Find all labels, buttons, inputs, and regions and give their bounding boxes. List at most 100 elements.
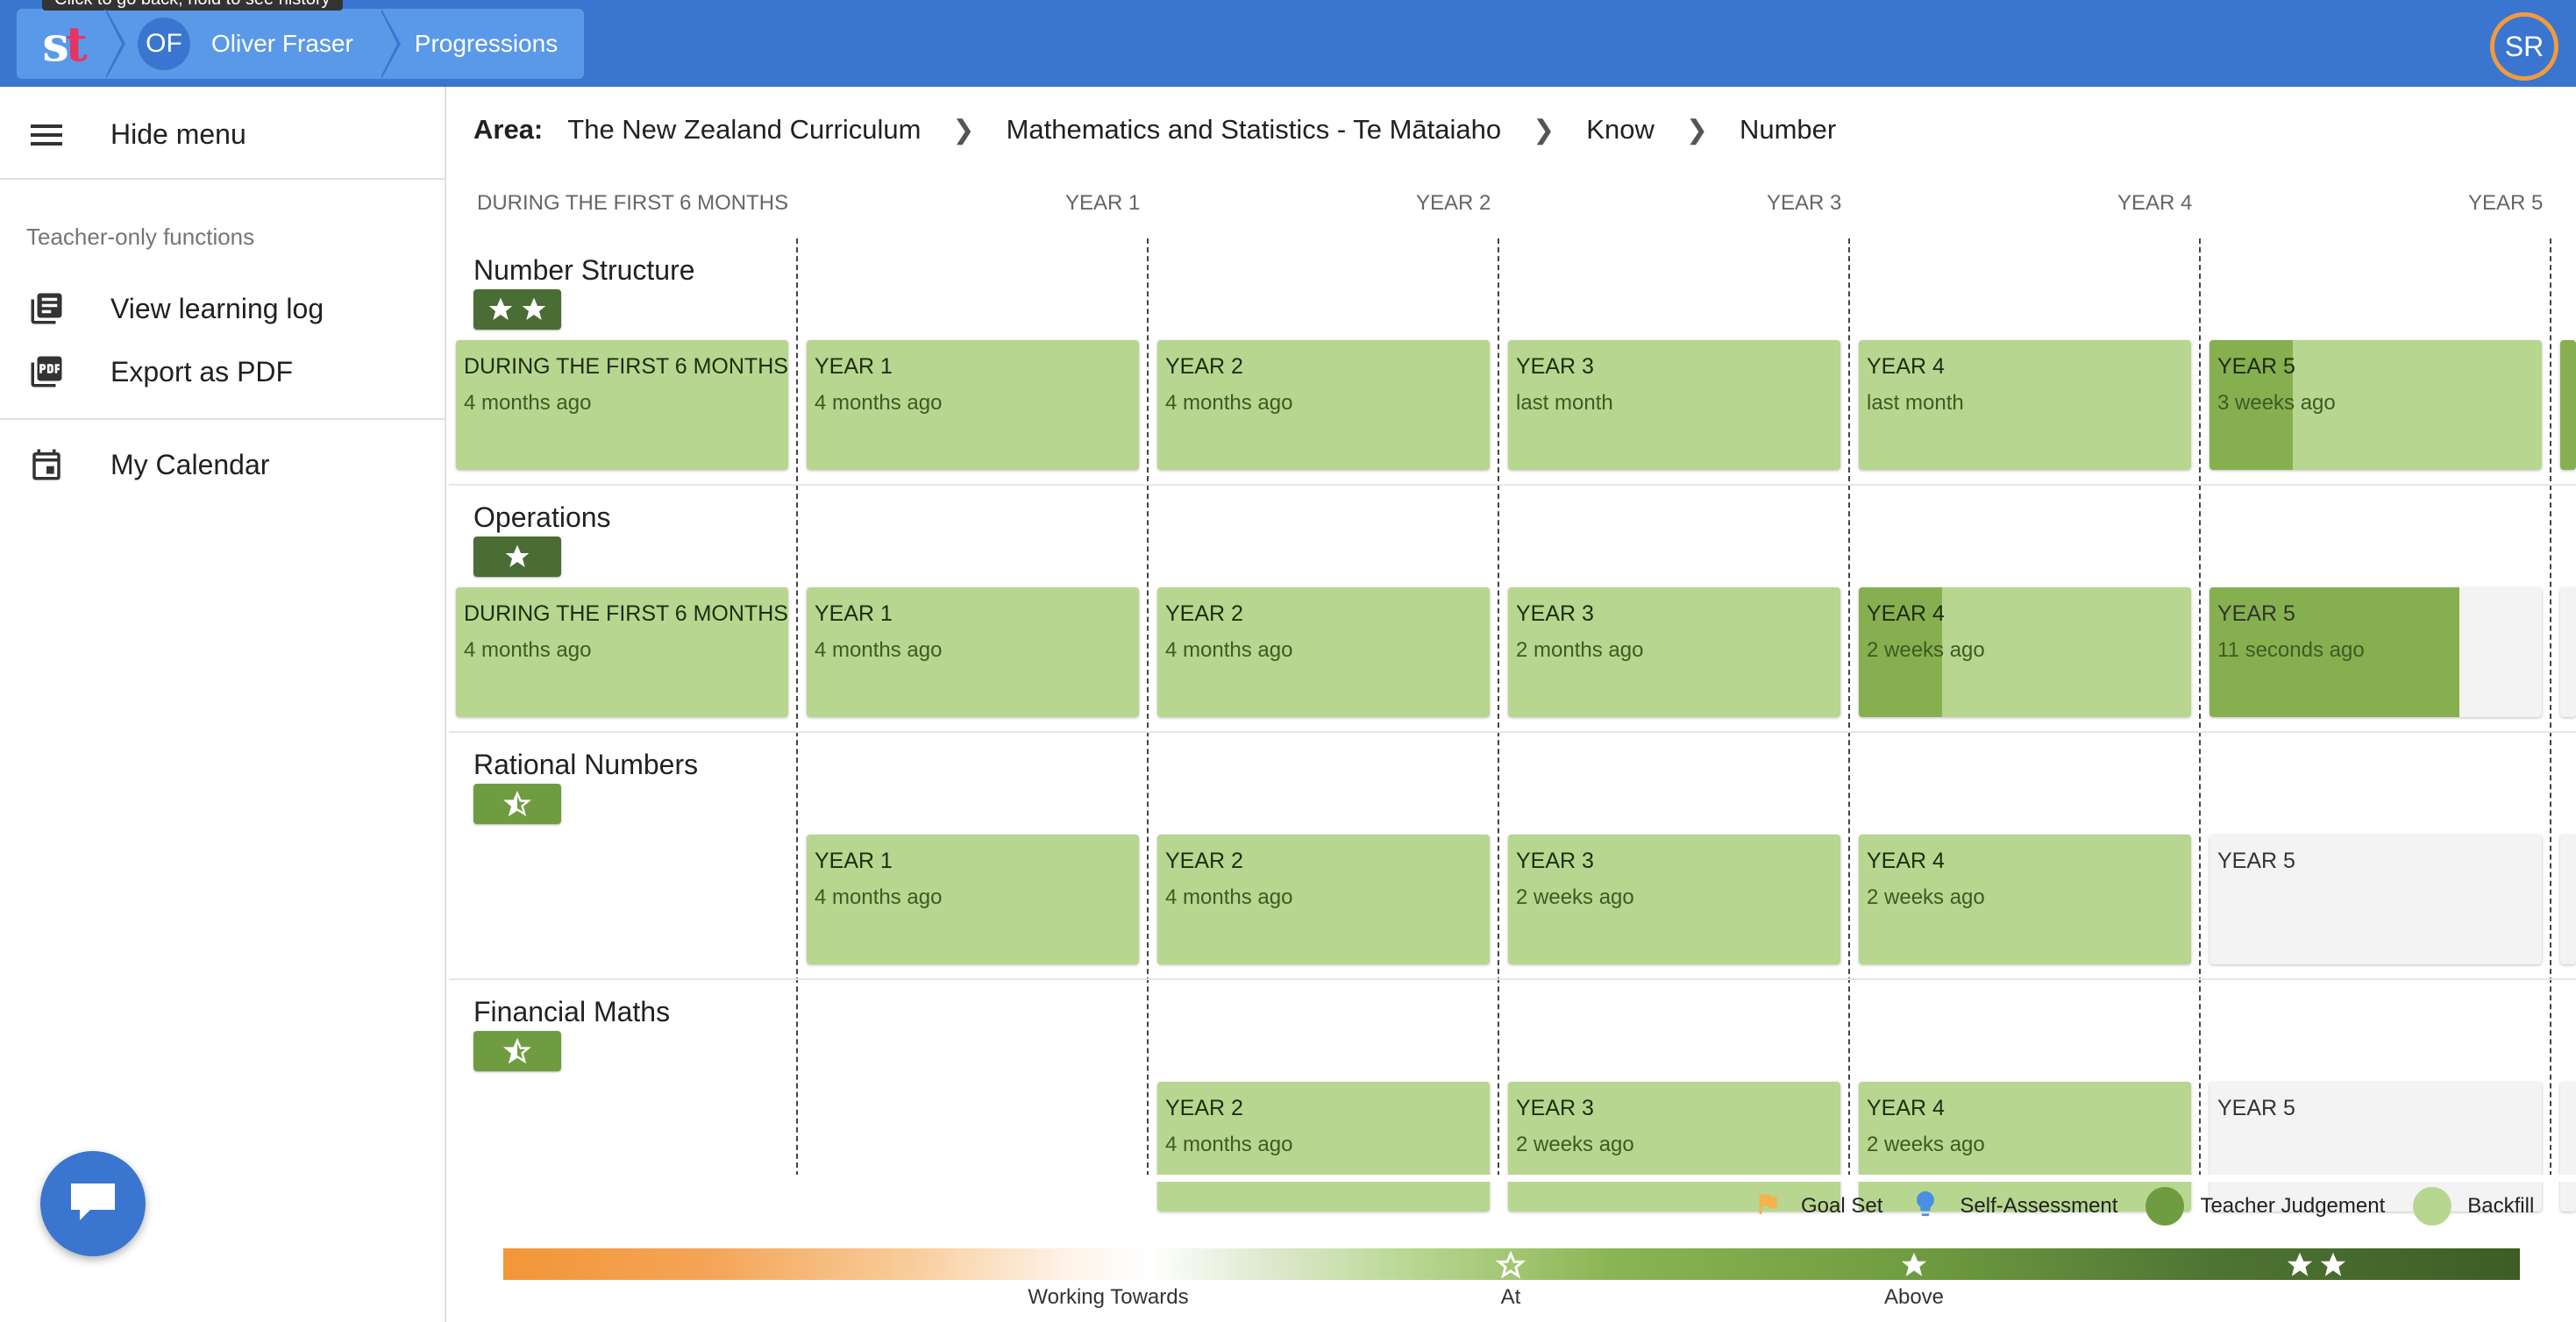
column-header: YEAR 3 [1767, 191, 1842, 215]
star-outline-icon [503, 1038, 531, 1064]
user-avatar[interactable]: SR [2490, 12, 2558, 81]
progression-card[interactable]: YEAR 5 11 seconds ago [2210, 587, 2542, 717]
progression-card[interactable]: YEAR 3 2 weeks ago [1508, 1082, 1840, 1212]
area-crumb[interactable]: The New Zealand Curriculum [567, 114, 922, 145]
chat-button[interactable] [40, 1151, 146, 1256]
card-level: YEAR 2 [1165, 601, 1243, 626]
progression-card[interactable]: YEAR 2 4 months ago [1157, 1082, 1490, 1212]
card-level: YEAR 1 [815, 601, 893, 626]
scale-label: Above [1883, 1285, 1945, 1309]
progression-card[interactable]: YEAR 2 4 months ago [1157, 340, 1490, 470]
sidebar-item-calendar[interactable]: My Calendar [0, 446, 269, 483]
area-breadcrumb: Area: The New Zealand Curriculum ❯ Mathe… [473, 114, 1836, 146]
row-divider [449, 978, 2576, 980]
card-level: YEAR 2 [1165, 849, 1243, 873]
breadcrumb-student[interactable]: OF Oliver Fraser [104, 9, 401, 79]
star-outline-icon [1496, 1250, 1526, 1280]
back-tooltip: Click to go back, hold to see history [42, 0, 343, 11]
star-icon [505, 544, 530, 567]
sidebar-item-label: Export as PDF [110, 355, 294, 387]
progression-title: Operations [473, 501, 611, 533]
progression-card[interactable] [2560, 835, 2576, 964]
progression-card[interactable]: YEAR 4 last month [1859, 340, 2191, 470]
card-level: YEAR 4 [1867, 601, 1945, 626]
progression-card[interactable]: YEAR 1 4 months ago [807, 587, 1139, 717]
star-icon [1899, 1250, 1929, 1280]
progression-card[interactable] [2560, 340, 2576, 470]
legend: Goal Set Self-Assessment Teacher Judgeme… [1754, 1186, 2534, 1227]
progression-card[interactable]: YEAR 3 2 months ago [1508, 587, 1840, 717]
card-time: 4 months ago [815, 391, 943, 415]
progression-card[interactable]: YEAR 5 [2210, 835, 2542, 964]
legend-self-assessment: Self-Assessment [1911, 1186, 2117, 1227]
hide-menu-button[interactable]: Hide menu [0, 118, 246, 151]
card-level: YEAR 4 [1867, 849, 1945, 873]
progression-card[interactable]: YEAR 2 4 months ago [1157, 587, 1490, 717]
card-level: YEAR 4 [1867, 1096, 1945, 1120]
card-time: 4 months ago [1165, 885, 1293, 909]
card-level: YEAR 3 [1516, 601, 1594, 626]
progression-card[interactable]: YEAR 2 4 months ago [1157, 835, 1490, 964]
progression-card[interactable]: DURING THE FIRST 6 MONTHS 4 months ago [456, 340, 788, 470]
achievement-badge[interactable] [473, 537, 561, 577]
card-level: YEAR 1 [815, 849, 893, 873]
column-header: DURING THE FIRST 6 MONTHS [477, 191, 789, 215]
sidebar: Hide menu Teacher-only functions View le… [0, 87, 446, 1322]
progression-card[interactable] [2560, 1082, 2576, 1212]
progression-card[interactable]: YEAR 3 2 weeks ago [1508, 835, 1840, 964]
area-crumb[interactable]: Know [1586, 114, 1654, 145]
card-time: 4 months ago [815, 885, 943, 909]
achievement-badge[interactable] [473, 784, 561, 824]
progression-card[interactable]: YEAR 5 3 weeks ago [2210, 340, 2542, 470]
student-name: Oliver Fraser [211, 30, 353, 57]
card-level: YEAR 5 [2217, 354, 2295, 379]
card-time: 11 seconds ago [2217, 638, 2365, 662]
progression-card[interactable]: DURING THE FIRST 6 MONTHS 4 months ago [456, 587, 788, 717]
menu-icon [0, 122, 110, 148]
progression-card[interactable]: YEAR 4 2 weeks ago [1859, 587, 2191, 717]
column-header: YEAR 5 [2468, 191, 2544, 215]
lightbulb-icon [1911, 1186, 1940, 1227]
progression-card[interactable]: YEAR 1 4 months ago [807, 340, 1139, 470]
card-time: 4 months ago [815, 638, 943, 662]
card-time: 2 weeks ago [1516, 1133, 1634, 1156]
progression-card[interactable]: YEAR 5 [2210, 1082, 2542, 1212]
sidebar-item-learning-log[interactable]: View learning log [0, 290, 324, 327]
card-time: 4 months ago [1165, 1133, 1293, 1156]
progression-card[interactable]: YEAR 4 2 weeks ago [1859, 835, 2191, 964]
card-level: YEAR 4 [1867, 354, 1945, 379]
scroll-edge [449, 1175, 2576, 1182]
card-level: YEAR 5 [2217, 1096, 2295, 1120]
card-time: 2 weeks ago [1867, 1133, 1985, 1156]
progression-card[interactable]: YEAR 3 last month [1508, 340, 1840, 470]
flag-icon [1754, 1188, 1782, 1226]
achievement-badge[interactable] [473, 289, 561, 330]
breadcrumb-progressions[interactable]: Progressions [379, 9, 585, 79]
card-time: 2 weeks ago [1867, 885, 1985, 909]
column-header: YEAR 1 [1065, 191, 1141, 215]
card-time: 4 months ago [1165, 638, 1293, 662]
progression-card[interactable] [2560, 587, 2576, 717]
legend-teacher-judgement: Teacher Judgement [2145, 1187, 2385, 1226]
row-divider [449, 484, 2576, 486]
progression-card[interactable]: YEAR 4 2 weeks ago [1859, 1082, 2191, 1212]
area-crumb[interactable]: Number [1739, 114, 1837, 145]
page-title: Progressions [414, 30, 559, 57]
pdf-icon [0, 353, 110, 390]
column-header: YEAR 4 [2117, 191, 2193, 215]
card-level: DURING THE FIRST 6 MONTHS [464, 601, 788, 626]
achievement-badge[interactable] [473, 1031, 561, 1071]
chevron-right-icon: ❯ [952, 115, 975, 145]
card-level: YEAR 5 [2217, 849, 2295, 873]
student-avatar: OF [138, 18, 190, 70]
two-stars-icon [2285, 1250, 2348, 1280]
card-level: YEAR 2 [1165, 354, 1243, 379]
area-crumb[interactable]: Mathematics and Statistics - Te Mātaiaho [1006, 114, 1502, 145]
progression-card[interactable]: YEAR 1 4 months ago [807, 835, 1139, 964]
year-divider [1848, 238, 1850, 1176]
card-level: YEAR 1 [815, 354, 893, 379]
chat-icon [68, 1180, 118, 1228]
sidebar-item-export-pdf[interactable]: Export as PDF [0, 353, 293, 390]
